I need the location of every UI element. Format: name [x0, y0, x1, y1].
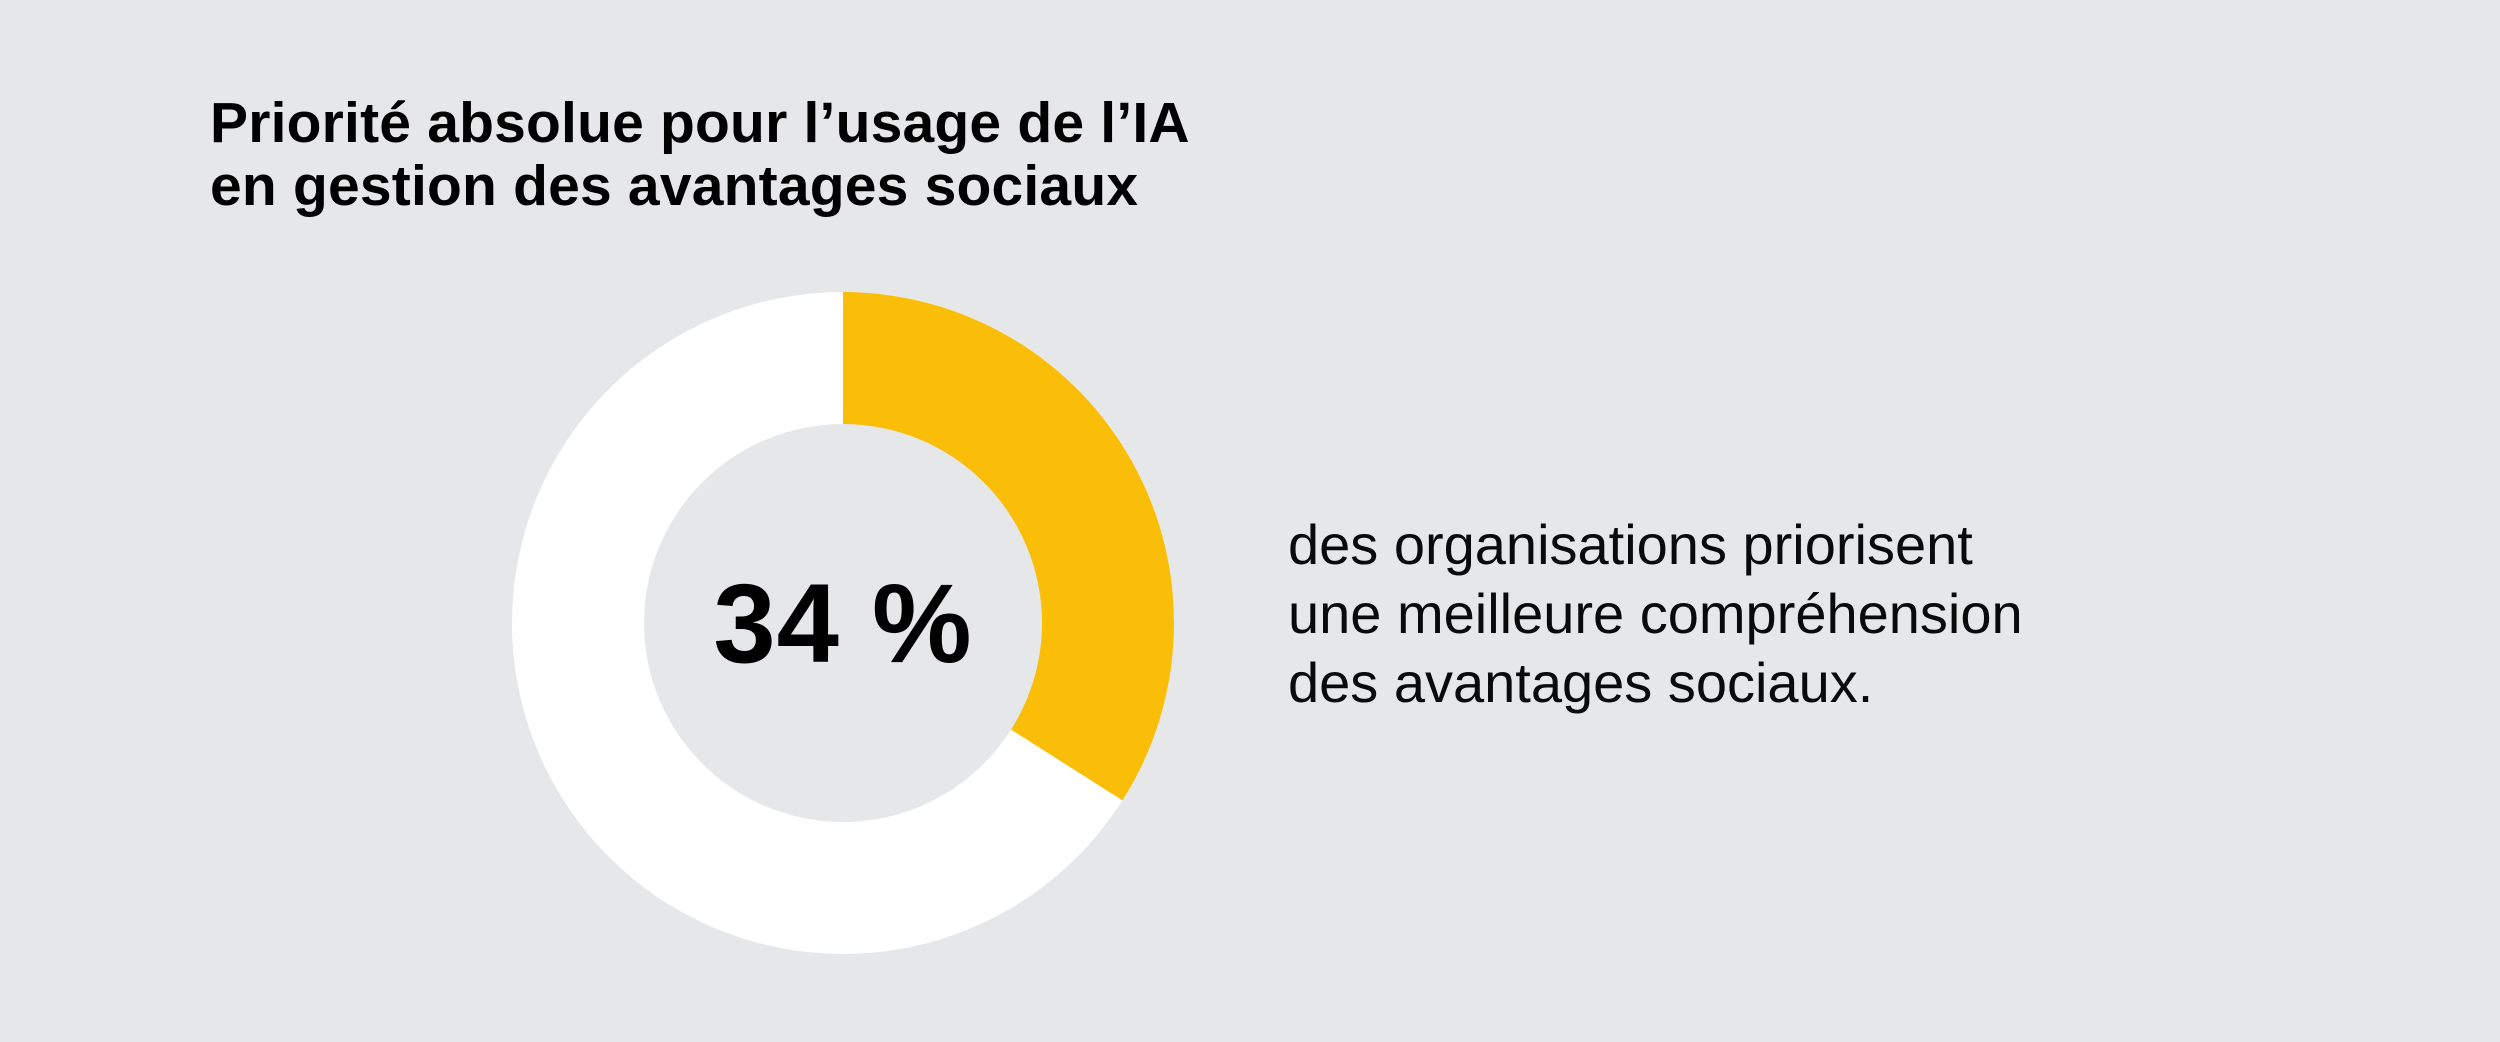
chart-title-line-1: Priorité absolue pour l’usage de l’IA	[210, 91, 1190, 155]
chart-title: Priorité absolue pour l’usage de l’IA en …	[210, 92, 1190, 218]
donut-center-value: 34 %	[713, 560, 973, 686]
stat-description-line-1: des organisations priorisent	[1288, 513, 1973, 576]
chart-title-line-2: en gestion des avantages sociaux	[210, 154, 1139, 218]
donut-svg	[512, 292, 1174, 954]
stat-description-line-3: des avantages sociaux.	[1288, 651, 1874, 714]
donut-hole	[644, 424, 1042, 822]
stat-description-line-2: une meilleure compréhension	[1288, 582, 2023, 645]
donut-chart: 34 %	[512, 292, 1174, 954]
stat-description: des organisations priorisent une meilleur…	[1288, 510, 2023, 717]
